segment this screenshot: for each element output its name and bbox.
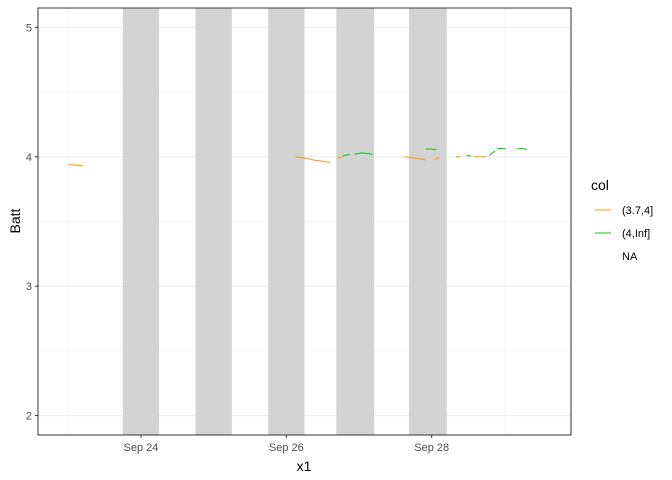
legend: col (3.7,4] (4,Inf] NA [591,177,653,263]
series-line-segment [337,156,343,159]
x-tick-label: Sep 24 [124,442,159,454]
y-tick-label: 5 [26,22,32,34]
y-axis-title: Batt [7,208,23,233]
series-line-segment [404,156,426,161]
data-lines [68,147,528,167]
series-line-segment [68,164,84,167]
series-line-segment [295,156,331,164]
shaded-band [268,8,305,435]
legend-entries: (3.7,4] (4,Inf] NA [595,205,653,263]
legend-label: (3.7,4] [622,205,653,217]
shaded-bands [122,8,447,435]
legend-label: (4,Inf] [622,228,650,240]
shaded-band [336,8,375,435]
series-line-segment [516,147,528,151]
y-tick-label: 2 [26,411,32,423]
y-tick-label: 3 [26,281,32,293]
series-line-segment [488,150,496,156]
series-line-segment [496,147,506,150]
series-line-segment [354,152,373,155]
series-line-segment [434,157,440,160]
series-line-segment [342,153,351,157]
x-axis-title: x1 [297,458,312,474]
legend-label: NA [622,251,638,263]
shaded-band [122,8,160,435]
legend-title: col [591,177,609,193]
x-tick-label: Sep 28 [414,442,449,454]
x-tick-label: Sep 26 [269,442,304,454]
shaded-band [195,8,232,435]
shaded-band [408,8,447,435]
y-tick-label: 4 [26,152,32,164]
panel-border [37,7,572,436]
series-line-segment [425,148,437,151]
x-axis: Sep 24 Sep 26 Sep 28 [124,435,449,454]
series-line-segment [466,155,472,157]
y-axis: 2 3 4 5 [26,22,38,423]
